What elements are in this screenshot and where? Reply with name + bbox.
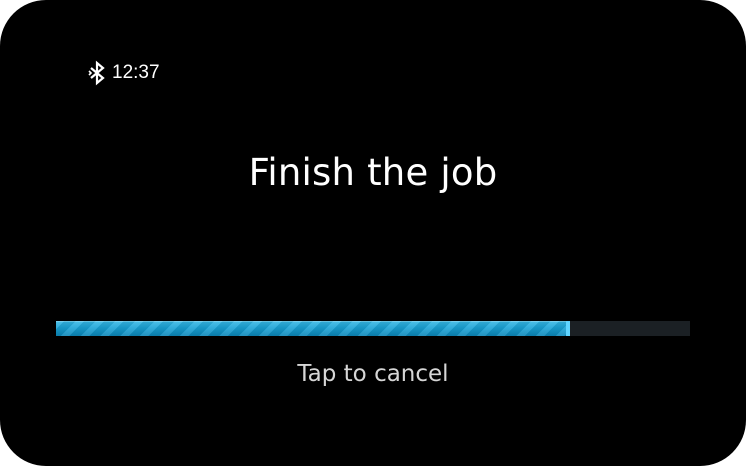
progress-bar [56, 321, 690, 336]
progress-fill [56, 321, 570, 336]
page-title: Finish the job [248, 151, 498, 194]
progress-cap [566, 321, 570, 336]
status-bar: 12:37 [88, 60, 160, 86]
clock: 12:37 [112, 62, 160, 83]
bluetooth-icon [88, 60, 105, 86]
cancel-button[interactable]: Tap to cancel [297, 361, 449, 387]
